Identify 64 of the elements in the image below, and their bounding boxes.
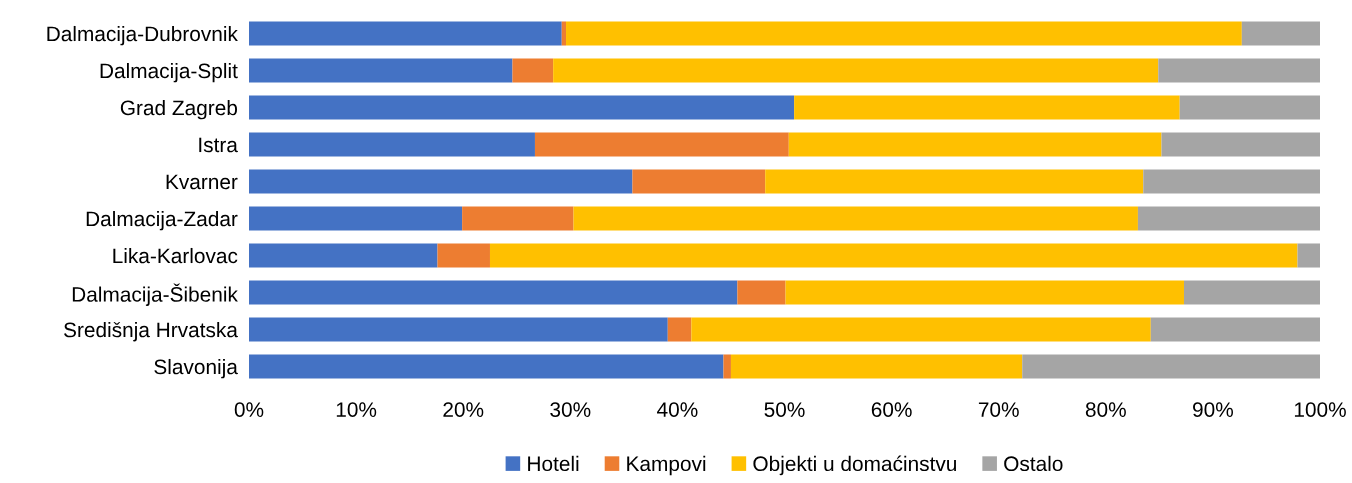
y-tick-label: Dalmacija-Šibenik <box>72 283 238 306</box>
bar <box>788 132 1162 157</box>
bar <box>249 132 535 157</box>
bar <box>437 243 490 268</box>
y-tick-label: Dalmacija-Dubrovnik <box>47 25 238 46</box>
bar <box>1241 21 1320 46</box>
bar <box>765 169 1144 194</box>
bar <box>1161 132 1320 157</box>
bar <box>249 169 633 194</box>
x-tick-label: 30% <box>550 402 591 417</box>
x-tick-label: 40% <box>657 402 698 417</box>
y-tick-label: Istra <box>199 137 238 153</box>
legend-label: Objekti u domaćinstvu <box>753 455 956 476</box>
bar <box>737 280 786 305</box>
y-tick-label: Slavonija <box>154 358 238 379</box>
x-tick-label: 90% <box>1193 402 1234 417</box>
bar <box>462 206 574 231</box>
bar <box>249 206 463 231</box>
bar <box>249 243 438 268</box>
bar <box>249 280 738 305</box>
x-tick-label: 100% <box>1294 402 1346 417</box>
legend-label: Kampovi <box>627 455 706 476</box>
x-tick-label: 0% <box>234 402 264 417</box>
y-tick-label: Grad Zagreb <box>120 99 238 120</box>
bar <box>667 317 692 342</box>
legend-label: Ostalo <box>1004 455 1063 472</box>
x-tick-label: 50% <box>764 402 805 417</box>
bar <box>512 58 554 83</box>
bar <box>1137 206 1320 231</box>
bar <box>785 280 1184 305</box>
bar <box>249 21 562 46</box>
bar <box>1297 243 1320 268</box>
y-tick-label: Lika-Karlovac <box>113 247 238 264</box>
x-tick-label: 70% <box>978 402 1019 417</box>
x-tick-label: 80% <box>1085 402 1126 417</box>
bar <box>691 317 1151 342</box>
bar <box>1022 354 1320 379</box>
bar <box>730 354 1023 379</box>
bar <box>794 95 1180 120</box>
bar <box>1183 280 1320 305</box>
x-tick-label: 10% <box>336 402 377 417</box>
bar <box>723 354 731 379</box>
y-tick-label: Središnja Hrvatska <box>64 321 238 342</box>
bar <box>1179 95 1320 120</box>
bar <box>573 206 1138 231</box>
bar <box>561 21 567 46</box>
bar <box>1143 169 1320 194</box>
bar <box>1158 58 1320 83</box>
x-tick-label: 20% <box>443 402 484 417</box>
bar <box>553 58 1159 83</box>
bar <box>632 169 766 194</box>
y-tick-label: Dalmacija-Split <box>100 62 238 83</box>
bar <box>489 243 1298 268</box>
bar <box>249 58 513 83</box>
bar <box>249 317 668 342</box>
bar <box>249 354 724 379</box>
bar <box>249 95 795 120</box>
legend-label: Hoteli <box>528 455 579 472</box>
y-tick-label: Dalmacija-Zadar <box>86 210 238 231</box>
x-tick-label: 60% <box>871 402 912 417</box>
bar <box>1150 317 1320 342</box>
bar <box>566 21 1242 46</box>
bar <box>534 132 789 157</box>
y-tick-label: Kvarner <box>166 174 238 190</box>
